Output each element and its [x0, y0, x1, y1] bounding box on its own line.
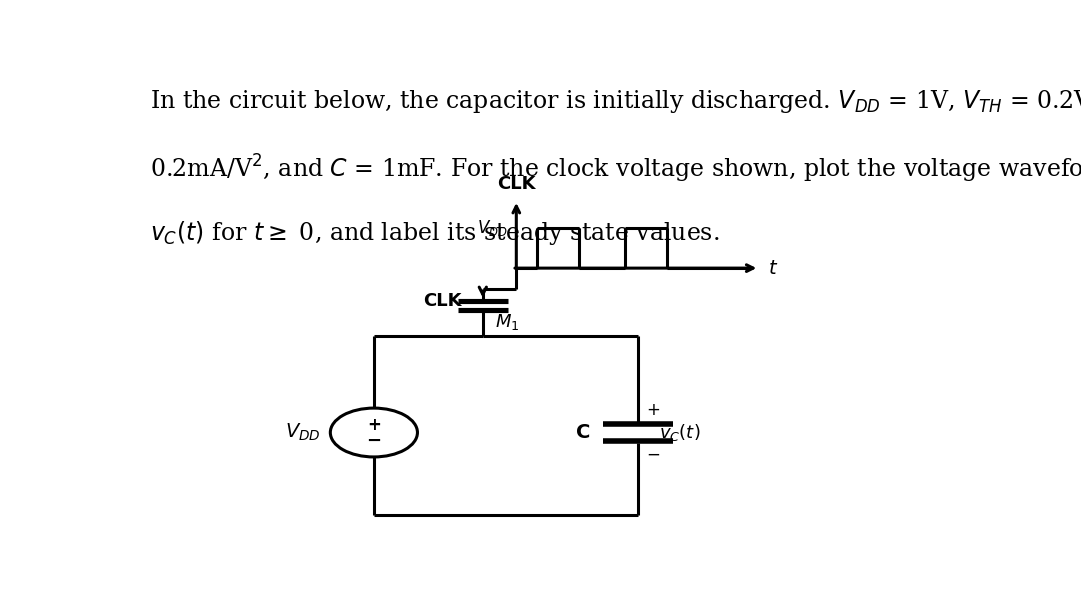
- Text: $t$: $t$: [768, 259, 778, 278]
- Text: C: C: [576, 423, 590, 442]
- Text: $v_C(t)$ for $t \geq$ 0, and label its steady state values.: $v_C(t)$ for $t \geq$ 0, and label its s…: [150, 219, 720, 247]
- Text: +: +: [646, 401, 659, 419]
- Text: −: −: [366, 432, 382, 450]
- Text: $M_1$: $M_1$: [495, 312, 520, 332]
- Text: In the circuit below, the capacitor is initially discharged. $V_{DD}$ = 1V, $V_{: In the circuit below, the capacitor is i…: [150, 87, 1081, 115]
- Text: +: +: [366, 417, 381, 434]
- Text: $V_{DD}$: $V_{DD}$: [284, 422, 321, 443]
- Text: $v_C(t)$: $v_C(t)$: [658, 422, 700, 443]
- Text: CLK: CLK: [424, 292, 462, 310]
- Text: CLK: CLK: [497, 175, 535, 193]
- Text: $V_{DD}$: $V_{DD}$: [477, 218, 508, 238]
- Text: −: −: [646, 446, 659, 464]
- Text: 0.2mA/V$^2$, and $C$ = 1mF. For the clock voltage shown, plot the voltage wavefo: 0.2mA/V$^2$, and $C$ = 1mF. For the cloc…: [150, 153, 1081, 185]
